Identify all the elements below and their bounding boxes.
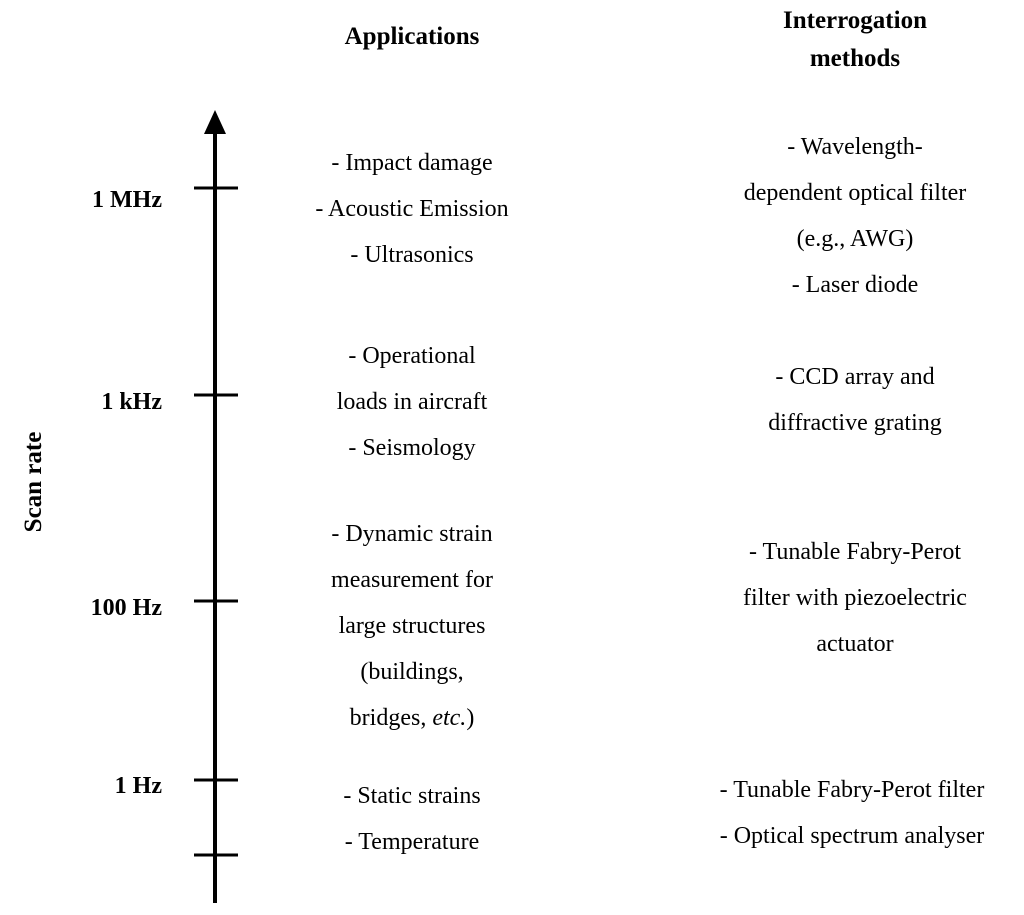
applications-header: Applications bbox=[290, 18, 534, 56]
list-item: (e.g., AWG) bbox=[796, 226, 914, 252]
list-item: - Tunable Fabry-Perot filter bbox=[719, 777, 985, 803]
applications-100-hz: - Dynamic strain measurement for large s… bbox=[270, 511, 554, 741]
axis-label-text: Scan rate bbox=[20, 431, 47, 533]
axis-arrowhead bbox=[204, 110, 226, 134]
methods-1-khz: - CCD array and diffractive grating bbox=[690, 354, 1020, 446]
applications-1-khz: - Operational loads in aircraft - Seismo… bbox=[270, 333, 554, 471]
list-item: loads in aircraft bbox=[336, 389, 488, 415]
list-item: dependent optical filter bbox=[743, 180, 967, 206]
methods-1-hz: - Tunable Fabry-Perot filter - Optical s… bbox=[680, 767, 1024, 859]
list-item: - Static strains bbox=[343, 783, 481, 809]
interrogation-header-line-1: Interrogation bbox=[783, 7, 927, 34]
list-item: - Dynamic strain bbox=[331, 521, 493, 547]
list-item: - Seismology bbox=[348, 435, 476, 461]
list-item: bridges, etc.) bbox=[270, 695, 554, 741]
list-item-text: bridges, bbox=[349, 705, 433, 731]
list-item: (buildings, bbox=[360, 659, 464, 685]
list-item: - Operational bbox=[348, 343, 476, 369]
list-item: - Impact damage bbox=[331, 150, 493, 176]
tick-label-1-mhz: 1 MHz bbox=[92, 187, 162, 213]
applications-1-hz: - Static strains - Temperature bbox=[270, 773, 554, 865]
list-item: - Acoustic Emission bbox=[315, 196, 509, 222]
tick-label-100-hz: 100 Hz bbox=[90, 595, 162, 621]
applications-header-text: Applications bbox=[344, 23, 480, 50]
methods-1-mhz: - Wavelength- dependent optical filter (… bbox=[690, 124, 1020, 308]
list-item: actuator bbox=[816, 631, 894, 657]
list-item-italic: etc. bbox=[432, 705, 467, 731]
list-item: - Tunable Fabry-Perot bbox=[749, 539, 961, 565]
list-item: - Laser diode bbox=[791, 272, 919, 298]
list-item: - Wavelength- bbox=[787, 134, 923, 160]
methods-100-hz: - Tunable Fabry-Perot filter with piezoe… bbox=[690, 529, 1020, 667]
list-item: diffractive grating bbox=[768, 410, 942, 436]
interrogation-methods-header: Interrogation methods bbox=[700, 2, 1010, 78]
list-item: measurement for bbox=[331, 567, 493, 593]
tick-label-1-hz: 1 Hz bbox=[114, 773, 162, 799]
interrogation-header-line-2: methods bbox=[809, 45, 901, 72]
list-item: - Optical spectrum analyser bbox=[719, 823, 985, 849]
list-item: - Ultrasonics bbox=[350, 242, 474, 268]
list-item: filter with piezoelectric bbox=[743, 585, 967, 611]
list-item: large structures bbox=[338, 613, 486, 639]
applications-1-mhz: - Impact damage - Acoustic Emission - Ul… bbox=[270, 140, 554, 278]
list-item-text: ) bbox=[466, 705, 475, 731]
list-item: - Temperature bbox=[344, 829, 480, 855]
list-item: - CCD array and bbox=[775, 364, 935, 390]
tick-label-1-khz: 1 kHz bbox=[101, 389, 162, 415]
